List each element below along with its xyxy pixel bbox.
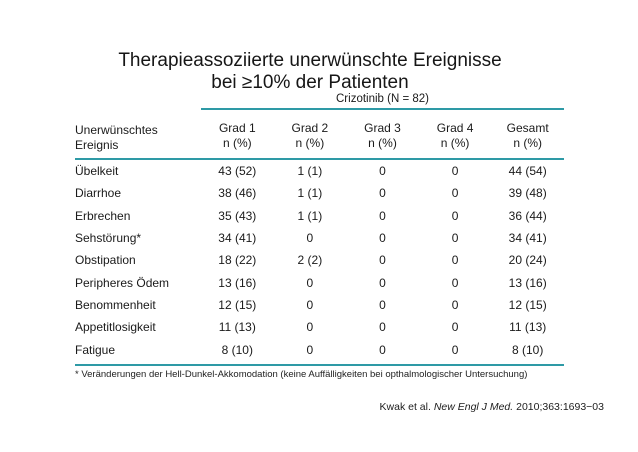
gesamt-cell: 44 (54) (508, 164, 547, 179)
grad2-cell: 1 (1) (297, 164, 323, 179)
grad1-cell: 12 (15) (218, 297, 257, 312)
table-row-uebelkeit: Übelkeit 43 (52) 1 (1) 0 0 44 (54) (75, 159, 564, 182)
gesamt-cell: 12 (15) (508, 297, 547, 312)
grad4-cell: 0 (451, 186, 459, 201)
event-cell: Sehstörung* (75, 231, 142, 246)
event-cell: Fatigue (75, 338, 201, 366)
gesamt-cell: 8 (10) (491, 338, 564, 366)
column-header-unit: n (%) (222, 136, 252, 150)
gesamt-cell: 11 (13) (509, 320, 547, 335)
footnote: * Veränderungen der Hell-Dunkel-Akkomoda… (75, 369, 528, 380)
slide-title-line1: Therapieassoziierte unerwünschte Ereigni… (118, 50, 502, 71)
grad4-cell: 0 (451, 275, 459, 290)
event-cell: Appetitlosigkeit (75, 320, 156, 335)
grad2-cell: 0 (306, 231, 314, 246)
grad1-cell: 35 (43) (218, 208, 257, 223)
grad4-cell: 0 (418, 338, 492, 366)
table-row-erbrechen: Erbrechen 35 (43) 1 (1) 0 0 36 (44) (75, 205, 564, 227)
grad1-cell: 8 (10) (201, 338, 274, 366)
slide-title: Therapieassoziierte unerwünschte Ereigni… (0, 50, 620, 94)
grad4-cell: 0 (451, 253, 459, 268)
grad1-cell: 43 (52) (218, 164, 257, 179)
column-header-grad4: Grad 4 n (%) (418, 109, 492, 160)
column-header-label: Gesamt (506, 121, 549, 135)
grad3-cell: 0 (379, 253, 386, 268)
adverse-events-table: Crizotinib (N = 82) Unerwünschtes Ereign… (75, 93, 564, 366)
event-cell: Obstipation (75, 253, 136, 268)
group-header-spacer (75, 93, 201, 109)
table-row-obstipation: Obstipation 18 (22) 2 (2) 0 0 20 (24) (75, 249, 564, 271)
column-header-label: Grad 4 (436, 121, 474, 135)
gesamt-cell: 34 (41) (508, 231, 547, 246)
grad3-cell: 0 (379, 186, 386, 201)
row-header-line2: Ereignis (75, 138, 119, 152)
grad2-cell: 0 (273, 338, 347, 366)
grad3-cell: 0 (379, 208, 386, 223)
grad3-cell: 0 (379, 275, 386, 290)
grad4-cell: 0 (451, 320, 459, 335)
column-header-unit: n (%) (440, 136, 470, 150)
grad1-cell: 11 (13) (218, 320, 256, 335)
row-header: Unerwünschtes Ereignis (75, 109, 201, 160)
grad4-cell: 0 (451, 297, 459, 312)
column-header-label: Grad 3 (364, 121, 401, 135)
grad2-cell: 1 (1) (297, 208, 323, 223)
table-row-benommenheit: Benommenheit 12 (15) 0 0 0 12 (15) (75, 294, 564, 316)
grad4-cell: 0 (451, 231, 459, 246)
citation-journal: New Engl J Med. (433, 401, 514, 413)
grad2-cell: 0 (306, 320, 314, 335)
gesamt-cell: 39 (48) (508, 186, 547, 201)
citation-details: 2010;363:1693−03 (513, 401, 604, 413)
grad4-cell: 0 (451, 208, 459, 223)
event-cell: Peripheres Ödem (75, 275, 170, 290)
column-header-gesamt: Gesamt n (%) (491, 109, 564, 160)
grad3-cell: 0 (346, 338, 419, 366)
gesamt-cell: 36 (44) (508, 208, 547, 223)
grad4-cell: 0 (451, 164, 459, 179)
column-header-unit: n (%) (513, 136, 543, 150)
grad3-cell: 0 (379, 297, 386, 312)
grad3-cell: 0 (379, 164, 386, 179)
gesamt-cell: 20 (24) (508, 253, 547, 268)
event-cell: Diarrhoe (75, 186, 122, 201)
grad3-cell: 0 (379, 320, 386, 335)
column-header-unit: n (%) (368, 136, 397, 150)
column-header-grad1: Grad 1 n (%) (201, 109, 274, 160)
grad2-cell: 0 (306, 297, 314, 312)
column-header-unit: n (%) (295, 136, 325, 150)
table-row-sehstoerung: Sehstörung* 34 (41) 0 0 0 34 (41) (75, 227, 564, 249)
grad1-cell: 38 (46) (218, 186, 257, 201)
grad1-cell: 18 (22) (218, 253, 257, 268)
row-header-line1: Unerwünschtes (75, 123, 158, 137)
gesamt-cell: 13 (16) (508, 275, 547, 290)
column-header-label: Grad 1 (218, 121, 256, 135)
citation: Kwak et al. New Engl J Med. 2010;363:169… (380, 401, 604, 413)
column-header-row: Unerwünschtes Ereignis Grad 1 n (%) Grad… (75, 109, 564, 160)
grad3-cell: 0 (379, 231, 386, 246)
table-row-fatigue: Fatigue 8 (10) 0 0 0 8 (10) (75, 338, 564, 366)
column-header-label: Grad 2 (291, 121, 329, 135)
grad1-cell: 13 (16) (218, 275, 257, 290)
column-header-grad3: Grad 3 n (%) (346, 109, 419, 160)
event-cell: Übelkeit (75, 164, 119, 179)
table-row-appetitlosigkeit: Appetitlosigkeit 11 (13) 0 0 0 11 (13) (75, 316, 564, 338)
column-header-grad2: Grad 2 n (%) (273, 109, 347, 160)
event-cell: Erbrechen (75, 208, 131, 223)
adverse-events-table-wrap: Crizotinib (N = 82) Unerwünschtes Ereign… (75, 93, 564, 366)
slide-title-line2: bei ≥10% der Patienten (211, 72, 409, 93)
group-header-row: Crizotinib (N = 82) (75, 93, 564, 110)
citation-authors: Kwak et al. (379, 401, 434, 413)
event-cell: Benommenheit (75, 297, 156, 312)
grad1-cell: 34 (41) (218, 231, 257, 246)
grad2-cell: 0 (306, 275, 314, 290)
grad2-cell: 2 (2) (297, 253, 323, 268)
table-row-peripheres-oedem: Peripheres Ödem 13 (16) 0 0 0 13 (16) (75, 271, 564, 293)
group-header: Crizotinib (N = 82) (201, 93, 564, 110)
grad2-cell: 1 (1) (297, 186, 323, 201)
table-row-diarrhoe: Diarrhoe 38 (46) 1 (1) 0 0 39 (48) (75, 182, 564, 204)
